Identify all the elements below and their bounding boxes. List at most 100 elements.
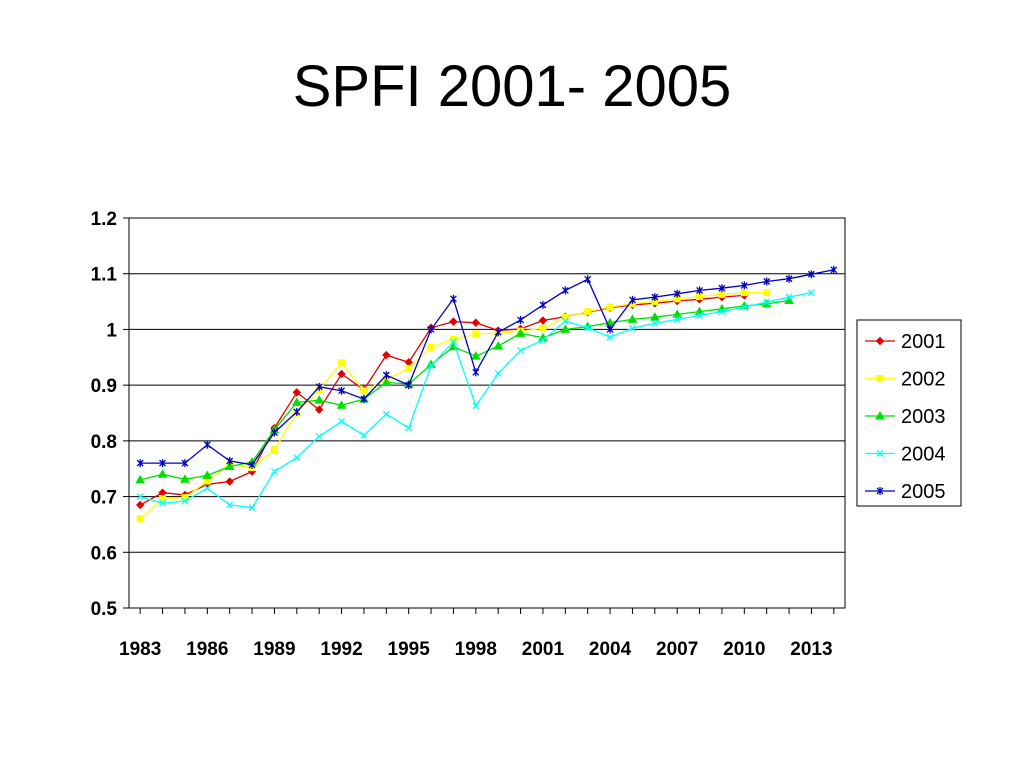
x-tick-label: 2007 xyxy=(656,639,698,660)
legend-marker-2004 xyxy=(876,450,884,457)
data-point-2002 xyxy=(740,289,748,297)
data-point-2005 xyxy=(293,407,301,416)
data-point-2004 xyxy=(494,369,502,377)
legend-marker-2002 xyxy=(876,375,884,382)
x-tick-label: 2001 xyxy=(522,639,565,660)
data-point-2004 xyxy=(181,497,189,505)
data-point-2004 xyxy=(740,303,748,311)
legend-marker-2001 xyxy=(875,336,885,346)
data-point-2005 xyxy=(718,284,726,293)
data-point-2001 xyxy=(471,318,481,327)
x-tick-label: 2013 xyxy=(790,639,832,660)
data-point-2004 xyxy=(203,484,211,492)
data-point-2004 xyxy=(718,308,726,316)
data-point-2004 xyxy=(472,402,480,410)
data-point-2004 xyxy=(584,324,592,332)
legend-label-2002: 2002 xyxy=(901,369,946,391)
x-tick-label: 1995 xyxy=(388,639,431,660)
data-point-2004 xyxy=(226,501,234,509)
y-tick-label: 0.6 xyxy=(91,543,117,564)
data-point-2003 xyxy=(336,400,347,409)
data-point-2004 xyxy=(449,338,457,346)
data-point-2005 xyxy=(472,368,480,377)
data-point-2005 xyxy=(517,315,525,324)
data-point-2005 xyxy=(360,395,368,404)
x-tick-label: 2004 xyxy=(589,639,632,660)
data-point-2004 xyxy=(270,468,278,475)
data-point-2002 xyxy=(270,446,278,454)
data-point-2005 xyxy=(584,275,592,284)
data-point-2004 xyxy=(763,298,771,306)
data-point-2003 xyxy=(470,351,481,360)
legend-label-2001: 2001 xyxy=(901,331,946,353)
data-point-2005 xyxy=(159,459,167,468)
data-point-2004 xyxy=(293,454,301,462)
data-point-2003 xyxy=(135,474,146,484)
x-tick-label: 1992 xyxy=(320,639,362,660)
data-point-2005 xyxy=(651,293,659,302)
data-point-2001 xyxy=(292,388,302,397)
data-point-2005 xyxy=(203,440,211,449)
data-point-2004 xyxy=(696,312,704,319)
series-line-2005 xyxy=(140,269,834,466)
data-point-2005 xyxy=(606,325,614,334)
data-point-2005 xyxy=(807,270,815,279)
data-point-2005 xyxy=(405,381,413,390)
data-point-2005 xyxy=(248,460,256,469)
y-tick-label: 1 xyxy=(106,320,117,341)
data-point-2005 xyxy=(628,295,636,304)
legend-marker-2005 xyxy=(876,487,884,495)
data-point-2005 xyxy=(494,328,502,337)
data-point-2002 xyxy=(360,387,368,395)
data-point-2005 xyxy=(136,459,144,468)
data-point-2001 xyxy=(538,316,548,325)
data-point-2005 xyxy=(315,382,323,391)
data-point-2004 xyxy=(807,289,815,297)
data-point-2004 xyxy=(539,336,547,344)
data-point-2002 xyxy=(472,330,480,338)
y-tick-label: 1.1 xyxy=(91,265,118,286)
data-point-2003 xyxy=(672,309,683,318)
data-point-2002 xyxy=(763,289,771,297)
data-point-2004 xyxy=(248,504,256,512)
y-tick-label: 0.5 xyxy=(91,599,118,620)
data-point-2004 xyxy=(159,499,167,507)
data-point-2003 xyxy=(649,312,660,321)
data-point-2004 xyxy=(651,319,659,327)
legend-label-2004: 2004 xyxy=(901,444,946,466)
data-point-2002 xyxy=(696,293,704,301)
data-point-2004 xyxy=(628,324,636,332)
data-point-2003 xyxy=(180,474,190,483)
x-tick-label: 1983 xyxy=(119,639,161,660)
data-point-2003 xyxy=(314,395,325,404)
series-line-2003 xyxy=(140,299,790,481)
x-tick-label: 2010 xyxy=(723,639,765,660)
data-point-2004 xyxy=(405,424,413,432)
data-point-2003 xyxy=(224,461,235,470)
data-point-2001 xyxy=(314,405,324,414)
data-point-2005 xyxy=(181,459,189,468)
data-point-2005 xyxy=(226,456,234,465)
data-point-2004 xyxy=(606,333,614,341)
series-line-2001 xyxy=(139,294,745,506)
data-point-2005 xyxy=(830,265,838,274)
data-point-2005 xyxy=(740,281,748,290)
data-point-2002 xyxy=(159,495,167,503)
data-point-2004 xyxy=(360,431,368,439)
data-point-2005 xyxy=(763,277,771,286)
series-2005 xyxy=(136,265,838,469)
legend-marker-2003 xyxy=(875,410,885,420)
data-point-2003 xyxy=(560,324,571,333)
data-point-2004 xyxy=(315,432,323,440)
data-point-2003 xyxy=(627,314,638,323)
data-point-2005 xyxy=(696,286,704,295)
data-point-2004 xyxy=(338,417,346,425)
data-point-2002 xyxy=(584,308,592,316)
data-point-2003 xyxy=(515,328,526,337)
data-point-2001 xyxy=(225,477,234,486)
data-point-2001 xyxy=(382,350,391,360)
plot-area xyxy=(128,217,846,609)
slide-title: SPFI 2001- 2005 xyxy=(292,54,732,119)
data-point-2005 xyxy=(785,274,793,283)
